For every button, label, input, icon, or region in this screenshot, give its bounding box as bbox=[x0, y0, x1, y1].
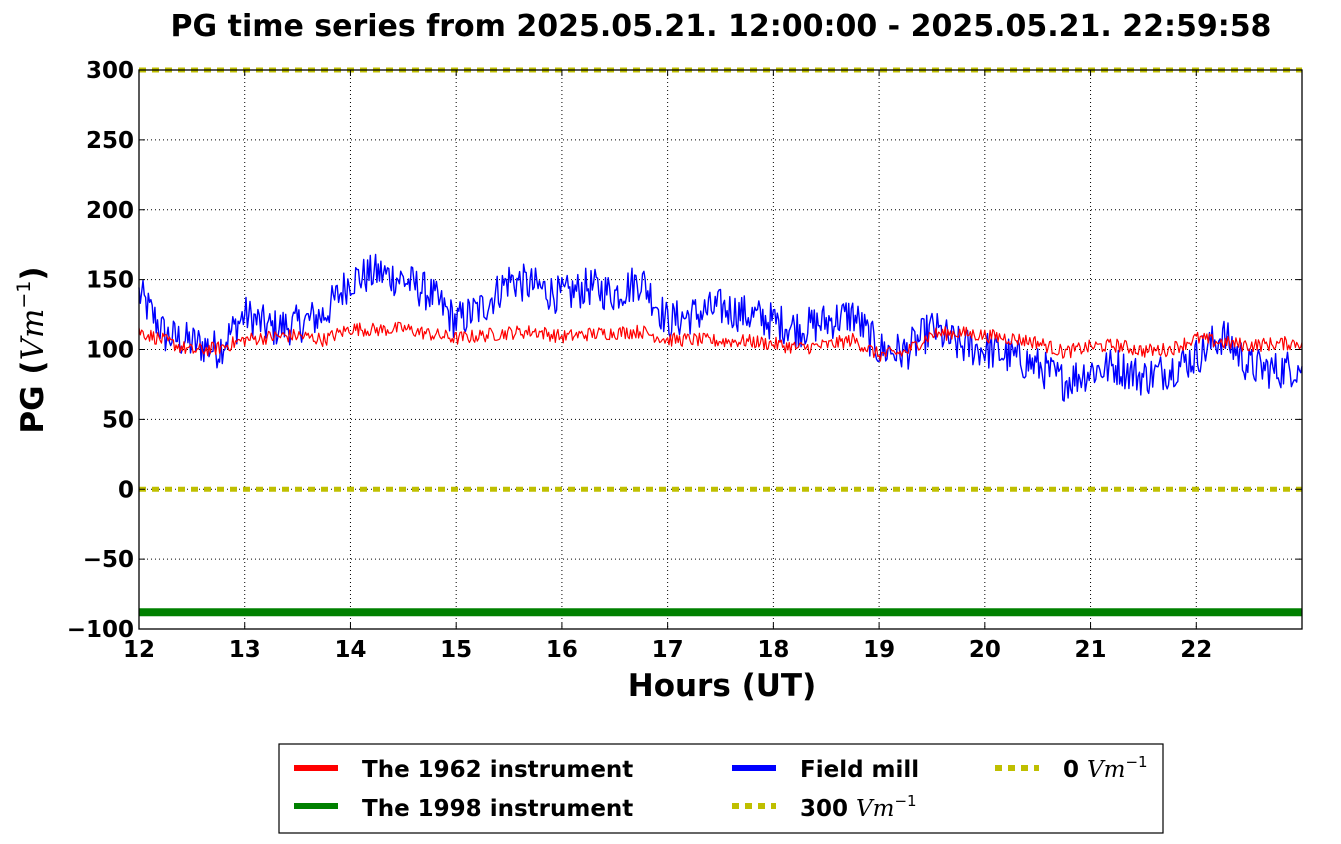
legend-label-1998: The 1998 instrument bbox=[362, 796, 633, 822]
x-tick-label: 21 bbox=[1075, 637, 1107, 663]
y-tick-label: 300 bbox=[86, 58, 134, 84]
y-axis-label-suffix: ) bbox=[15, 266, 51, 280]
legend-box bbox=[278, 743, 1164, 834]
x-tick-label: 15 bbox=[440, 637, 472, 663]
legend: The 1962 instrument The 1998 instrument … bbox=[278, 743, 1164, 834]
legend-label-300: 300 Vm−1 bbox=[800, 792, 917, 822]
y-tick-label: 200 bbox=[86, 198, 134, 224]
x-tick-label: 22 bbox=[1180, 637, 1212, 663]
series-lines bbox=[138, 67, 1303, 617]
y-axis-label: PG (Vm−1) bbox=[13, 266, 51, 433]
svg-text:PG (Vm−1): PG (Vm−1) bbox=[13, 266, 51, 433]
legend-label-1962: The 1962 instrument bbox=[362, 757, 633, 783]
series-line-2 bbox=[138, 253, 1303, 402]
y-tick-label: 0 bbox=[118, 477, 134, 503]
y-tick-label: 100 bbox=[86, 338, 134, 364]
legend-label-0: 0 Vm−1 bbox=[1063, 753, 1148, 783]
y-axis-label-prefix: PG ( bbox=[15, 360, 51, 433]
x-tick-label: 18 bbox=[757, 637, 789, 663]
series-line-0 bbox=[138, 321, 1303, 362]
y-tick-label: 250 bbox=[86, 128, 134, 154]
x-tick-label: 16 bbox=[546, 637, 578, 663]
x-tick-label: 17 bbox=[652, 637, 684, 663]
x-tick-label: 14 bbox=[334, 637, 366, 663]
x-tick-label: 12 bbox=[123, 637, 155, 663]
axis-ticks: 12 13 14 15 16 17 18 19 20 21 22 −100 −50 0 50 100 150 20… bbox=[67, 58, 1302, 663]
chart-title: PG time series from 2025.05.21. 12:00:00… bbox=[171, 9, 1272, 44]
y-tick-label: 150 bbox=[86, 268, 134, 294]
y-tick-label: −100 bbox=[67, 617, 134, 643]
x-tick-label: 20 bbox=[969, 637, 1001, 663]
x-tick-label: 19 bbox=[863, 637, 895, 663]
x-tick-label: 13 bbox=[229, 637, 261, 663]
y-axis-label-unit: Vm bbox=[15, 309, 51, 361]
y-axis-label-exponent: −1 bbox=[13, 281, 35, 309]
legend-label-field-mill: Field mill bbox=[800, 757, 919, 783]
y-tick-label: 50 bbox=[102, 407, 134, 433]
x-axis-label: Hours (UT) bbox=[628, 668, 817, 704]
y-tick-label: −50 bbox=[83, 547, 134, 573]
